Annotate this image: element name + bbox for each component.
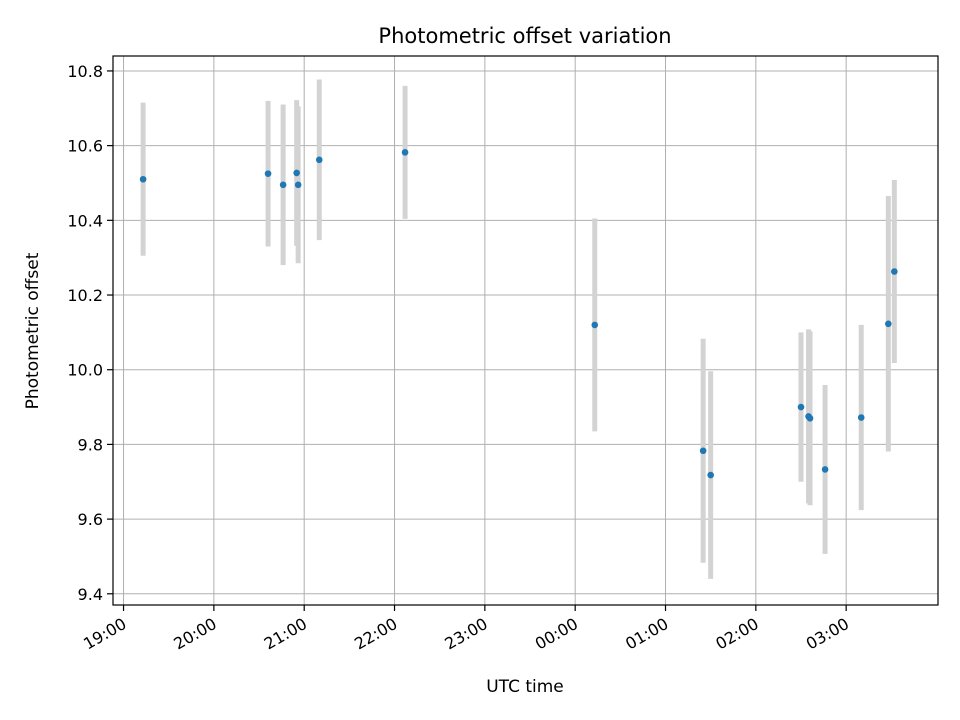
y-tick-label: 10.4 (67, 211, 103, 230)
y-tick-label: 10.8 (67, 62, 103, 81)
plot-area-frame (112, 55, 939, 606)
x-tick-label: 03:00 (803, 614, 852, 654)
x-axis-label: UTC time (486, 677, 564, 697)
data-point (279, 181, 287, 189)
y-tick-label: 10.0 (67, 361, 103, 380)
x-tick-label: 01:00 (622, 614, 671, 654)
y-tick-label: 9.8 (78, 435, 103, 454)
data-point (885, 320, 892, 328)
data-point (857, 414, 865, 421)
x-tick-label: 21:00 (261, 614, 310, 654)
data-point (591, 321, 599, 329)
x-tick-label: 19:00 (80, 614, 129, 654)
x-tick-label: 00:00 (532, 614, 581, 654)
data-point (264, 170, 272, 177)
x-axis-ticks: 19:00 20:00 21:00 22:00 23:00 00:00 01:00 02:00… (80, 605, 852, 654)
chart-title: Photometric offset variation (378, 24, 671, 48)
x-tick-label: 23:00 (441, 614, 490, 654)
x-tick-label: 02:00 (712, 614, 761, 654)
data-point (707, 471, 714, 479)
data-point (293, 169, 300, 177)
data-point (139, 175, 147, 183)
data-point (821, 466, 829, 473)
data-point (797, 403, 805, 411)
error-bars (140, 79, 897, 579)
x-tick-label: 22:00 (351, 614, 400, 654)
data-point (401, 149, 409, 156)
y-tick-label: 10.2 (67, 286, 103, 305)
data-point (315, 156, 323, 164)
y-axis-label: Photometric offset (23, 252, 43, 409)
data-point (294, 181, 302, 189)
data-point (891, 268, 898, 275)
grid (113, 56, 938, 605)
data-points (139, 149, 898, 479)
y-tick-label: 9.4 (78, 585, 103, 604)
y-tick-label: 10.6 (67, 137, 103, 156)
x-tick-label: 20:00 (170, 614, 219, 654)
data-point (699, 447, 707, 455)
y-axis-ticks: 9.4 9.6 9.8 10.0 10.2 10.4 10.6 10.8 (67, 62, 113, 604)
data-point (806, 414, 814, 422)
y-tick-label: 9.6 (78, 510, 103, 529)
